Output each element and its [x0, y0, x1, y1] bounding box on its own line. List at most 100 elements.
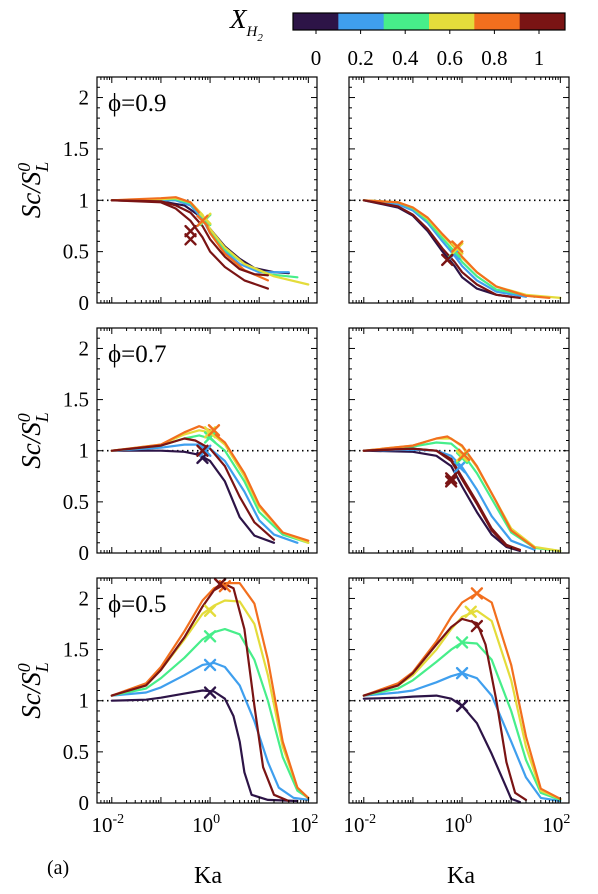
x-tick-label: 102	[542, 812, 570, 837]
y-tick-label: 2	[79, 86, 90, 110]
series-marker-stroke	[451, 242, 464, 255]
series-marker-stroke	[196, 444, 209, 457]
y-axis-label-main: Sc/S	[16, 672, 46, 719]
series-marker-stroke	[453, 460, 467, 474]
y-axis-label-main: Sc/S	[16, 171, 46, 218]
x-tick-label: 10-2	[343, 812, 376, 837]
series-marker-stroke	[196, 214, 209, 228]
y-tick-label: 0	[79, 541, 90, 565]
series-marker	[451, 242, 464, 255]
y-tick-label: 0.5	[63, 240, 89, 264]
series-line	[110, 628, 310, 799]
panel-2-1: 10-2 100 102	[343, 577, 570, 837]
y-tick-label: 1.5	[63, 388, 89, 412]
colorbar-segment	[429, 13, 475, 30]
series-line	[110, 437, 276, 541]
series-marker	[196, 214, 209, 228]
series-marker-stroke	[455, 666, 469, 680]
series-line	[110, 449, 276, 544]
series-marker-stroke	[470, 619, 484, 633]
series-marker	[196, 444, 209, 457]
series-marker-stroke	[203, 686, 217, 699]
x-tick-label-exp: 2	[563, 812, 570, 827]
series-marker	[203, 630, 217, 643]
phi-annotation: ϕ=0.9	[108, 90, 167, 117]
x-tick-label-exp: 2	[311, 812, 318, 827]
y-tick-label: 1	[79, 689, 90, 713]
series-marker	[213, 578, 227, 591]
plot-frame	[348, 327, 570, 554]
y-axis-label-sup: 0	[14, 663, 34, 672]
series-marker-stroke	[464, 605, 477, 618]
panel-1-1	[348, 327, 570, 554]
series-marker	[470, 619, 484, 633]
x-tick-label: 100	[444, 812, 472, 837]
series-marker	[441, 253, 454, 267]
series-marker	[444, 472, 458, 485]
series-marker	[203, 604, 217, 617]
phi-annotation: ϕ=0.7	[108, 341, 167, 368]
x-tick-label: 100	[192, 812, 220, 837]
phi-annotation: ϕ=0.5	[108, 591, 167, 618]
x-tick-label-base: 10	[290, 813, 311, 837]
colorbar-tick-label: 0.8	[481, 46, 507, 70]
series-line	[110, 443, 299, 544]
y-tick-label: 1.5	[63, 137, 89, 161]
series-marker-stroke	[207, 424, 221, 437]
series-marker-stroke	[444, 475, 458, 488]
series-marker-stroke	[203, 604, 217, 617]
series-marker-stroke	[441, 253, 454, 267]
series-line	[110, 689, 299, 803]
series-marker	[457, 448, 471, 462]
colorbar-tick-label: 1	[534, 46, 545, 70]
series-marker	[207, 424, 221, 437]
series-group	[362, 435, 562, 553]
series-line	[362, 435, 536, 549]
x-tick-label: 10-2	[91, 812, 124, 837]
x-tick-label-base: 10	[444, 813, 465, 837]
colorbar-segment	[519, 13, 566, 30]
y-tick-label: 0	[79, 791, 90, 815]
series-line	[110, 425, 310, 542]
y-axis-label: Sc/S0L	[14, 162, 52, 219]
x-tick-label-base: 10	[192, 813, 213, 837]
y-axis-label-sub: L	[32, 162, 52, 173]
y-axis-label-main: Sc/S	[16, 422, 46, 469]
x-axis-label-right: Ka	[447, 863, 475, 889]
x-tick-label-exp: 0	[465, 812, 472, 827]
series-group	[362, 199, 562, 299]
series-marker-stroke	[184, 224, 197, 238]
series-line	[362, 694, 521, 803]
y-axis-label-sup: 0	[14, 413, 34, 422]
y-axis-label-sup: 0	[14, 163, 34, 172]
y-axis-label: Sc/S0L	[14, 412, 52, 469]
series-marker-stroke	[444, 472, 458, 485]
series-marker	[203, 686, 217, 699]
colorbar-segment	[293, 13, 339, 30]
series-line	[110, 583, 290, 803]
series-line	[362, 617, 528, 801]
series-group	[110, 424, 310, 544]
series-line	[362, 199, 521, 299]
y-tick-label: 1	[79, 439, 90, 463]
series-marker-stroke	[203, 630, 217, 643]
series-marker	[464, 605, 477, 618]
series-line	[362, 641, 562, 801]
series-group	[110, 196, 310, 290]
y-axis-label-sub: L	[32, 662, 52, 673]
colorbar-frame	[292, 12, 566, 31]
y-tick-label: 1.5	[63, 638, 89, 662]
x-tick-label: 102	[290, 812, 318, 837]
colorbar-tick-label: 0.4	[392, 46, 419, 70]
series-marker-stroke	[457, 448, 471, 462]
series-marker	[455, 636, 469, 649]
series-marker-stroke	[455, 699, 469, 713]
colorbar-tick-label: 0.2	[347, 46, 373, 70]
series-marker-stroke	[455, 636, 469, 649]
series-marker-stroke	[203, 658, 217, 672]
colorbar-segment	[338, 13, 385, 30]
